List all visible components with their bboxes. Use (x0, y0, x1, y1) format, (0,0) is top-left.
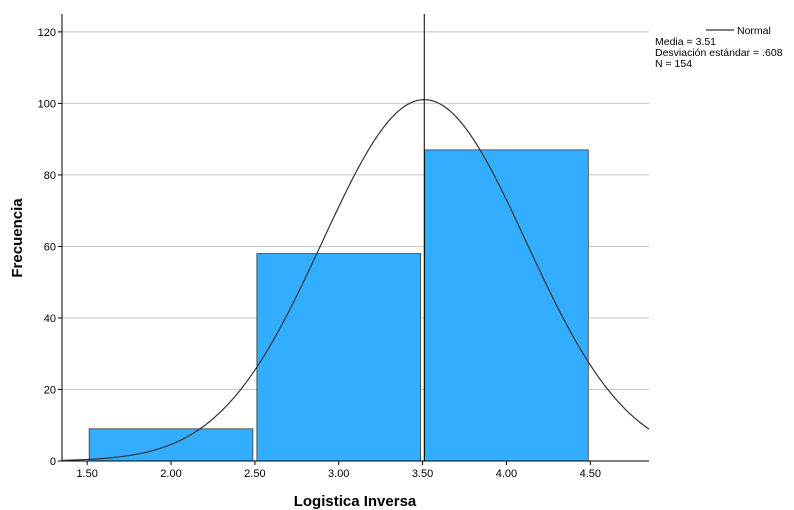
y-tick-label: 20 (44, 384, 56, 396)
y-axis-title: Frecuencia (9, 198, 26, 278)
y-tick-label: 80 (44, 170, 56, 182)
histogram-bars (88, 149, 589, 462)
normal-curve (61, 99, 650, 461)
legend-normal-label: Normal (737, 25, 771, 37)
x-tick-label: 3.50 (412, 468, 433, 480)
histogram-bar (424, 149, 589, 462)
histogram-bar (256, 253, 421, 462)
axes (61, 14, 649, 462)
x-tick-label: 1.50 (76, 468, 97, 480)
y-tick-label: 60 (44, 241, 56, 253)
stat-sd: Desviación estándar = .608 (655, 47, 783, 59)
stat-n: N = 154 (655, 58, 692, 70)
y-tick-label: 0 (50, 456, 56, 468)
x-tick-label: 4.50 (580, 468, 601, 480)
x-tick-label: 2.00 (160, 468, 181, 480)
y-tick-labels: 0 20 40 60 80 100 120 (38, 27, 62, 468)
y-tick-label: 40 (44, 313, 56, 325)
x-tick-label: 2.50 (244, 468, 265, 480)
x-tick-label: 4.00 (496, 468, 517, 480)
legend: Normal Media = 3.51 Desviación estándar … (655, 25, 783, 70)
x-tick-labels: 1.50 2.00 2.50 3.00 3.50 4.00 4.50 (76, 461, 601, 480)
y-tick-label: 120 (38, 27, 56, 39)
y-tick-label: 100 (38, 98, 56, 110)
x-tick-label: 3.00 (328, 468, 349, 480)
x-axis-title: Logistica Inversa (294, 493, 417, 510)
stat-mean: Media = 3.51 (655, 36, 716, 48)
